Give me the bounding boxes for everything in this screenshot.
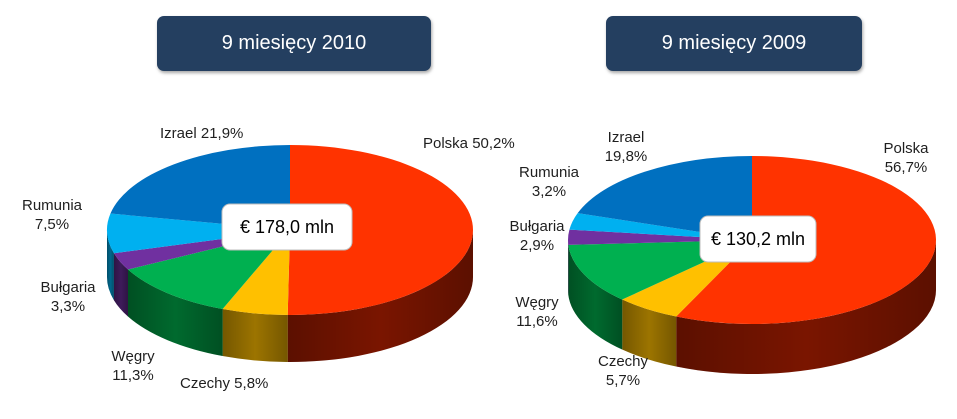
slice-label-rumunia: Rumunia 3,2% <box>519 164 580 200</box>
slice-label-wegry: Węgry 11,6% <box>515 294 559 330</box>
slice-label-line: 3,2% <box>532 183 566 200</box>
slice-label-line: Izrael <box>608 129 645 146</box>
slice-label-line: 56,7% <box>885 159 928 176</box>
slice-label-wegry: Węgry 11,3% <box>111 348 155 384</box>
chart-title-2009-text: 9 miesięcy 2009 <box>661 32 807 54</box>
slice-label-line: 2,9% <box>520 237 554 254</box>
pie-slice-rumunia <box>107 213 290 254</box>
slice-label-line: Bułgaria <box>509 218 565 235</box>
slice-label-izrael: Izrael 21,9% <box>160 125 243 142</box>
pie-side-shade-bulgaria <box>113 253 129 317</box>
chart-title-2010: 9 miesięcy 2010 <box>157 16 431 71</box>
slice-label-rumunia: Rumunia 7,5% <box>22 197 83 233</box>
slice-label-czechy: Czechy 5,8% <box>180 375 268 392</box>
slice-label-line: Rumunia <box>519 164 580 181</box>
slice-label-line: 3,3% <box>51 298 85 315</box>
slice-label-polska: Polska 50,2% <box>423 135 515 152</box>
slice-label-line: Bułgaria <box>40 279 96 296</box>
slice-label-line: 5,7% <box>606 372 640 389</box>
slice-label-czechy: Czechy 5,7% <box>598 353 649 389</box>
slice-label-bulgaria: Bułgaria 3,3% <box>40 279 96 315</box>
slice-label-line: 11,6% <box>516 313 557 330</box>
slice-label-line: Izrael 21,9% <box>160 125 243 142</box>
slice-label-line: Polska 50,2% <box>423 135 515 152</box>
slice-label-line: 19,8% <box>605 148 648 165</box>
slice-label-polska: Polska 56,7% <box>883 140 929 176</box>
slice-label-line: Węgry <box>111 348 155 365</box>
total-box <box>699 215 817 263</box>
slice-label-line: 11,3% <box>112 367 153 384</box>
pie-slice-polska <box>287 144 474 316</box>
pie-side-shade-czechy <box>222 309 288 362</box>
slice-label-line: Rumunia <box>22 197 83 214</box>
chart-title-2010-text: 9 miesięcy 2010 <box>221 32 367 54</box>
pie-side-shade-polska <box>676 240 936 374</box>
chart-title-2009: 9 miesięcy 2009 <box>606 16 862 71</box>
pie-side-shade-czechy <box>622 299 677 367</box>
pie-side-shade-wegry <box>568 244 623 350</box>
pie-2010: Polska 50,2% Czechy 5,8% Węgry 11,3% Bułgari… <box>22 125 515 392</box>
total-value: € 130,2 mln <box>711 229 805 249</box>
pie-2009: Polska 56,7% Czechy 5,7% Węgry 11,6% Bułgaria 2… <box>509 129 936 389</box>
slice-label-line: Czechy 5,8% <box>180 375 268 392</box>
pie-slice-czechy <box>222 230 290 315</box>
slice-label-line: 7,5% <box>35 216 69 233</box>
slice-label-line: Czechy <box>598 353 649 370</box>
pie-side-shade-polska <box>287 230 473 362</box>
pie-side-shade-rumunia <box>107 230 114 301</box>
slice-label-bulgaria: Bułgaria 2,9% <box>509 218 565 254</box>
total-value: € 178,0 mln <box>240 217 334 237</box>
total-box <box>221 203 353 251</box>
slice-label-izrael: Izrael 19,8% <box>605 129 648 165</box>
slice-label-line: Polska <box>883 140 929 157</box>
pie-side-shade-wegry <box>128 269 223 357</box>
slice-label-line: Węgry <box>515 294 559 311</box>
